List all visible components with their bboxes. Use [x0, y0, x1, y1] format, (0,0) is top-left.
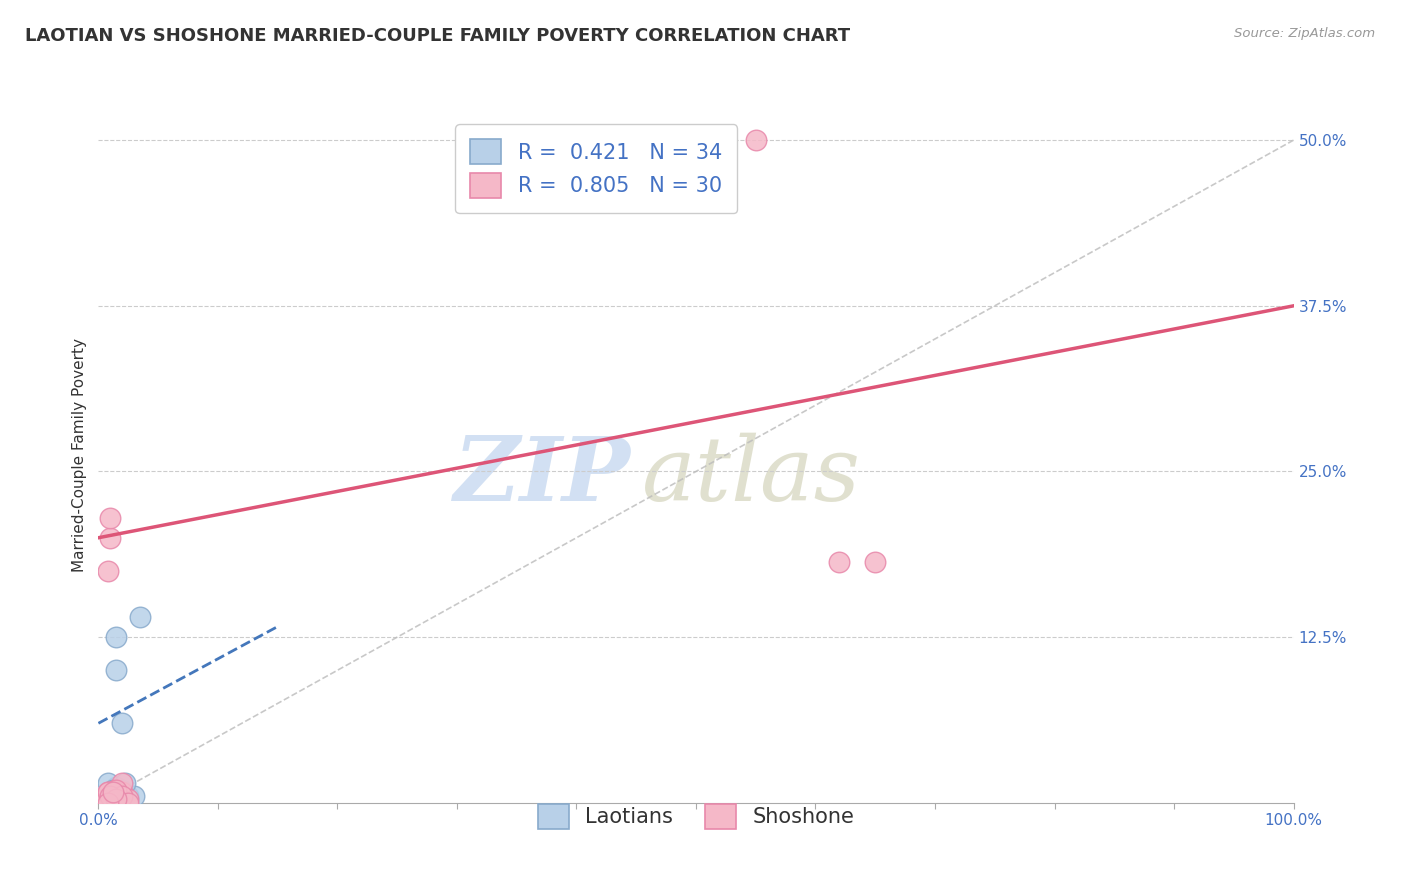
Point	[93, 796, 115, 810]
Point	[101, 789, 124, 804]
Point	[97, 789, 120, 804]
Point	[101, 789, 124, 804]
Point	[97, 796, 120, 810]
Point	[865, 555, 887, 569]
Point	[114, 789, 136, 804]
Point	[101, 782, 124, 797]
Point	[117, 796, 139, 810]
Point	[114, 776, 136, 790]
Point	[98, 789, 122, 804]
Point	[93, 796, 115, 810]
Point	[105, 785, 128, 799]
Point	[98, 511, 122, 525]
Point	[105, 780, 128, 794]
Point	[93, 796, 115, 810]
Point	[108, 789, 131, 804]
Point	[97, 796, 120, 810]
Point	[93, 792, 115, 806]
Point	[98, 792, 122, 806]
Text: ZIP: ZIP	[454, 433, 630, 519]
Point	[93, 793, 115, 807]
Text: Source: ZipAtlas.com: Source: ZipAtlas.com	[1234, 27, 1375, 40]
Point	[97, 796, 120, 810]
Point	[105, 782, 128, 797]
Point	[97, 564, 120, 578]
Point	[108, 782, 131, 797]
Point	[108, 785, 131, 799]
Point	[111, 782, 134, 797]
Point	[98, 789, 122, 804]
Point	[97, 785, 120, 799]
Point	[745, 133, 768, 147]
Text: atlas: atlas	[643, 433, 862, 519]
Point	[98, 789, 122, 804]
Point	[98, 796, 122, 810]
Point	[97, 776, 120, 790]
Point	[111, 785, 134, 799]
Point	[117, 792, 139, 806]
Point	[111, 716, 134, 731]
Point	[101, 785, 124, 799]
Point	[97, 785, 120, 799]
Point	[93, 793, 115, 807]
Text: LAOTIAN VS SHOSHONE MARRIED-COUPLE FAMILY POVERTY CORRELATION CHART: LAOTIAN VS SHOSHONE MARRIED-COUPLE FAMIL…	[25, 27, 851, 45]
Point	[105, 782, 128, 797]
Point	[105, 792, 128, 806]
Point	[105, 793, 128, 807]
Point	[101, 792, 124, 806]
Point	[101, 789, 124, 804]
Point	[101, 789, 124, 804]
Point	[105, 630, 128, 644]
Point	[93, 796, 115, 810]
Point	[98, 531, 122, 545]
Point	[111, 776, 134, 790]
Point	[129, 610, 152, 624]
Point	[828, 555, 851, 569]
Point	[97, 796, 120, 810]
Point	[111, 789, 134, 804]
Point	[117, 789, 139, 804]
Y-axis label: Married-Couple Family Poverty: Married-Couple Family Poverty	[72, 338, 87, 572]
Point	[111, 789, 134, 804]
Point	[111, 785, 134, 799]
Point	[98, 792, 122, 806]
Legend: Laotians, Shoshone: Laotians, Shoshone	[529, 796, 863, 838]
Point	[105, 782, 128, 797]
Point	[105, 785, 128, 799]
Point	[98, 789, 122, 804]
Point	[117, 792, 139, 806]
Point	[124, 789, 146, 804]
Point	[98, 785, 122, 799]
Point	[105, 663, 128, 677]
